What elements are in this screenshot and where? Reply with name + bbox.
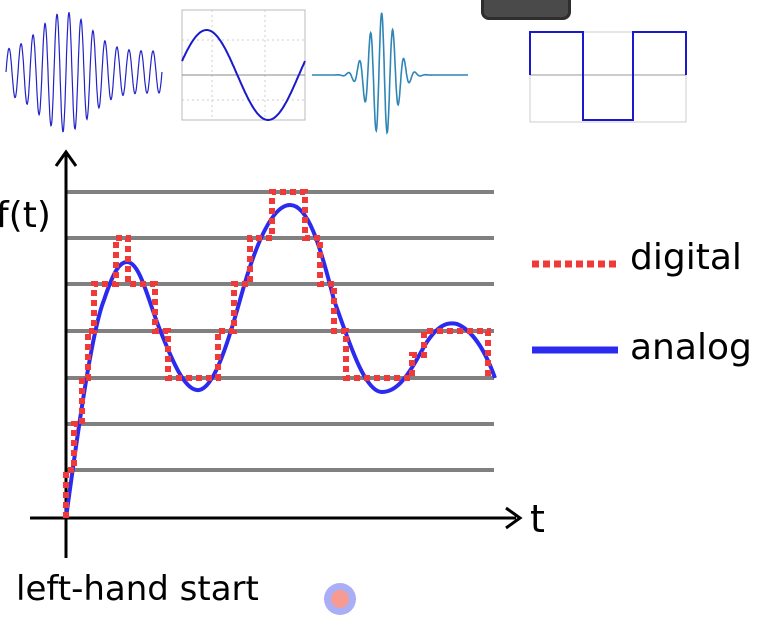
quantization-gridlines (66, 190, 494, 472)
damped-burst-icon (312, 12, 468, 135)
top-tab-button[interactable] (481, 0, 571, 20)
axes (30, 149, 523, 558)
sine-wave-icon (181, 9, 306, 121)
wave-packet-icon (5, 11, 163, 133)
digital-legend-label: digital (630, 237, 742, 278)
digital-signal-line (63, 189, 491, 518)
start-marker-label: left-hand start (16, 569, 259, 609)
square-wave-icon (529, 31, 687, 123)
analog-legend-label: analog (630, 327, 752, 368)
x-axis-label: t (530, 497, 545, 541)
y-axis-label: f(t) (0, 195, 51, 236)
y-axis-arrowhead (54, 149, 78, 167)
start-marker-dot[interactable] (324, 583, 356, 615)
x-axis-arrowhead (505, 506, 523, 530)
